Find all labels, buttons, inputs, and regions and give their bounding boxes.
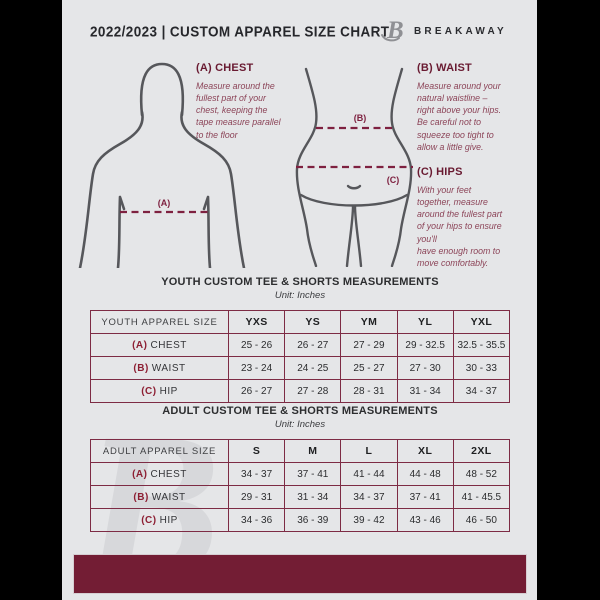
table-cell: 28 - 31 bbox=[340, 379, 398, 403]
table-cell: 31 - 34 bbox=[284, 485, 342, 509]
chest-measure-line: (A) bbox=[120, 198, 208, 214]
row-label-text: CHEST bbox=[150, 339, 187, 351]
waist-heading: (B) WAIST bbox=[417, 62, 472, 74]
youth-chest-row: (A) CHEST 25 - 26 26 - 27 27 - 29 29 - 32… bbox=[90, 333, 511, 357]
hips-measure-line: (C) bbox=[296, 165, 413, 185]
adult-header-row: ADULT APPAREL SIZE S M L XL 2XL bbox=[90, 439, 511, 463]
lower-body-figure: (B) (C) bbox=[295, 67, 413, 267]
size-chart-document: 2022/2023 | CUSTOM APPAREL SIZE CHART B … bbox=[62, 0, 537, 600]
adult-hip-label: (C) HIP bbox=[90, 508, 229, 532]
row-prefix: (C) bbox=[141, 385, 157, 397]
page-title: 2022/2023 | CUSTOM APPAREL SIZE CHART bbox=[90, 23, 390, 40]
table-cell: 34 - 37 bbox=[340, 485, 398, 509]
table-cell: 27 - 30 bbox=[396, 356, 454, 380]
table-cell: 23 - 24 bbox=[227, 356, 286, 380]
hips-heading: (C) HIPS bbox=[417, 166, 463, 178]
adult-size-xl: XL bbox=[396, 439, 454, 463]
adult-table-title: ADULT CUSTOM TEE & SHORTS MEASUREMENTS bbox=[162, 405, 438, 417]
row-label-text: WAIST bbox=[151, 362, 186, 374]
adult-size-2xl: 2XL bbox=[452, 439, 511, 463]
adult-chest-label: (A) CHEST bbox=[90, 462, 229, 486]
table-cell: 25 - 27 bbox=[340, 356, 398, 380]
table-cell: 46 - 50 bbox=[452, 508, 511, 532]
table-cell: 39 - 42 bbox=[340, 508, 398, 532]
brand-name: BREAKAWAY bbox=[414, 26, 507, 37]
youth-table-unit: Unit: Inches bbox=[274, 290, 326, 301]
adult-size-label: ADULT APPAREL SIZE bbox=[90, 439, 229, 463]
youth-size-yl: YL bbox=[396, 310, 454, 334]
row-prefix: (B) bbox=[133, 362, 149, 374]
table-cell: 27 - 29 bbox=[340, 333, 398, 357]
adult-hip-row: (C) HIP 34 - 36 36 - 39 39 - 42 43 - 46 4… bbox=[90, 508, 511, 532]
table-cell: 30 - 33 bbox=[452, 356, 511, 380]
table-cell: 29 - 31 bbox=[227, 485, 286, 509]
table-cell: 41 - 45.5 bbox=[452, 485, 511, 509]
row-label-text: WAIST bbox=[151, 491, 186, 503]
table-cell: 48 - 52 bbox=[452, 462, 511, 486]
breakaway-logo: B BREAKAWAY bbox=[380, 14, 530, 48]
table-cell: 31 - 34 bbox=[396, 379, 454, 403]
youth-hip-label: (C) HIP bbox=[90, 379, 229, 403]
row-prefix: (B) bbox=[133, 491, 149, 503]
youth-size-ys: YS bbox=[284, 310, 342, 334]
youth-size-ym: YM bbox=[340, 310, 398, 334]
youth-waist-row: (B) WAIST 23 - 24 24 - 25 25 - 27 27 - 30… bbox=[90, 356, 511, 380]
chest-instructions: Measure around the fullest part of your … bbox=[196, 81, 281, 140]
marker-c-label: (C) bbox=[387, 175, 400, 185]
table-cell: 26 - 27 bbox=[284, 333, 342, 357]
row-label-text: HIP bbox=[159, 385, 178, 397]
adult-chest-row: (A) CHEST 34 - 37 37 - 41 41 - 44 44 - 48… bbox=[90, 462, 511, 486]
row-prefix: (C) bbox=[141, 514, 157, 526]
table-cell: 41 - 44 bbox=[340, 462, 398, 486]
table-cell: 34 - 37 bbox=[452, 379, 511, 403]
table-cell: 34 - 36 bbox=[227, 508, 286, 532]
table-cell: 43 - 46 bbox=[396, 508, 454, 532]
table-cell: 25 - 26 bbox=[227, 333, 286, 357]
youth-waist-label: (B) WAIST bbox=[90, 356, 229, 380]
table-cell: 29 - 32.5 bbox=[396, 333, 454, 357]
table-cell: 32.5 - 35.5 bbox=[452, 333, 511, 357]
adult-waist-label: (B) WAIST bbox=[90, 485, 229, 509]
table-cell: 37 - 41 bbox=[284, 462, 342, 486]
youth-size-table: YOUTH APPAREL SIZE YXS YS YM YL YXL (A) C… bbox=[90, 310, 511, 403]
table-cell: 44 - 48 bbox=[396, 462, 454, 486]
adult-size-table: ADULT APPAREL SIZE S M L XL 2XL (A) CHEST… bbox=[90, 439, 511, 532]
table-cell: 36 - 39 bbox=[284, 508, 342, 532]
breakaway-logo-icon: B bbox=[381, 17, 404, 44]
waist-instructions: Measure around your natural waistline – … bbox=[417, 81, 502, 152]
marker-b-label: (B) bbox=[354, 113, 367, 123]
chest-heading: (A) CHEST bbox=[196, 62, 254, 74]
hips-instructions: With your feet together, measure around … bbox=[417, 185, 503, 268]
torso-figure: (A) bbox=[78, 62, 246, 268]
youth-size-yxl: YXL bbox=[452, 310, 511, 334]
table-cell: 27 - 28 bbox=[284, 379, 342, 403]
waist-measure-line: (B) bbox=[316, 113, 393, 130]
adult-size-s: S bbox=[227, 439, 286, 463]
table-cell: 34 - 37 bbox=[227, 462, 286, 486]
table-cell: 24 - 25 bbox=[284, 356, 342, 380]
adult-table-unit: Unit: Inches bbox=[274, 419, 326, 430]
row-label-text: HIP bbox=[159, 514, 178, 526]
youth-hip-row: (C) HIP 26 - 27 27 - 28 28 - 31 31 - 34 3… bbox=[90, 379, 511, 403]
youth-chest-label: (A) CHEST bbox=[90, 333, 229, 357]
table-cell: 37 - 41 bbox=[396, 485, 454, 509]
marker-a-label: (A) bbox=[158, 198, 171, 208]
adult-waist-row: (B) WAIST 29 - 31 31 - 34 34 - 37 37 - 41… bbox=[90, 485, 511, 509]
row-prefix: (A) bbox=[132, 339, 148, 351]
row-label-text: CHEST bbox=[150, 468, 187, 480]
footer-bar bbox=[73, 554, 527, 594]
adult-size-l: L bbox=[340, 439, 398, 463]
youth-table-title: YOUTH CUSTOM TEE & SHORTS MEASUREMENTS bbox=[161, 276, 439, 288]
row-prefix: (A) bbox=[132, 468, 148, 480]
adult-size-m: M bbox=[284, 439, 342, 463]
table-cell: 26 - 27 bbox=[227, 379, 286, 403]
youth-header-row: YOUTH APPAREL SIZE YXS YS YM YL YXL bbox=[90, 310, 511, 334]
youth-size-label: YOUTH APPAREL SIZE bbox=[90, 310, 229, 334]
youth-size-yxs: YXS bbox=[227, 310, 286, 334]
